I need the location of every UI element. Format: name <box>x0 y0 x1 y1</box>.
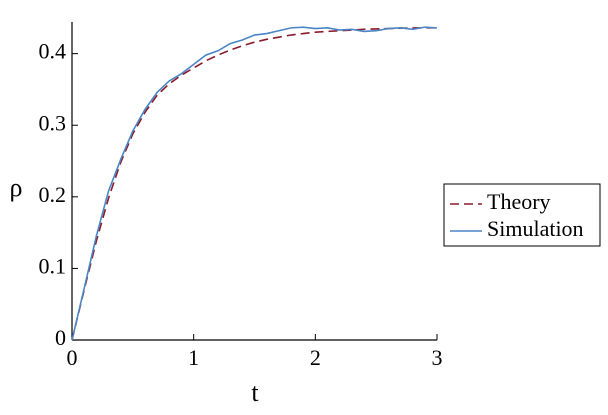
x-tick-label: 3 <box>432 345 443 370</box>
series-line <box>71 27 437 341</box>
y-tick-label: 0.3 <box>39 110 67 135</box>
y-tick-label: 0.1 <box>39 253 67 278</box>
x-axis-label: t <box>251 378 259 407</box>
legend-label: Simulation <box>487 216 584 241</box>
legend <box>443 183 601 247</box>
y-axis-label: ρ <box>10 173 23 202</box>
legend-label: Theory <box>487 189 551 214</box>
y-tick-label: 0 <box>55 325 66 350</box>
series-line <box>71 26 438 341</box>
x-tick-label: 1 <box>188 345 199 370</box>
y-tick-label: 0.4 <box>39 39 67 64</box>
y-tick-label: 0.2 <box>39 182 67 207</box>
x-tick-label: 0 <box>67 345 78 370</box>
x-tick-label: 2 <box>310 345 321 370</box>
